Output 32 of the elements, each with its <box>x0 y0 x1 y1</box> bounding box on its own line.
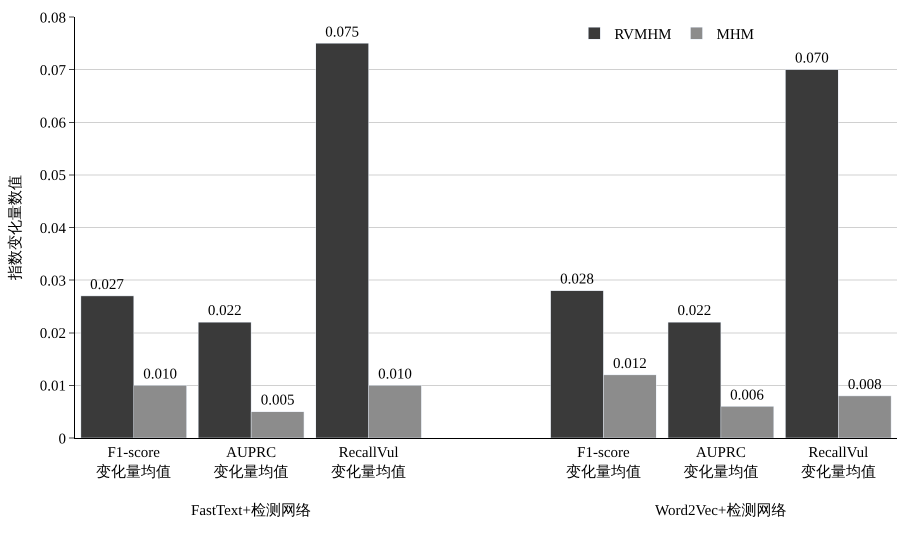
data-label: 0.022 <box>678 303 712 320</box>
y-tick-label: 0.05 <box>40 168 66 184</box>
y-tick-label: 0.03 <box>40 273 66 290</box>
data-label: 0.010 <box>143 366 178 382</box>
x-tick-label: RecallVul 变化量均值 <box>331 445 406 480</box>
x-tick-label: RecallVul 变化量均值 <box>800 445 876 480</box>
data-label: 0.022 <box>208 303 242 320</box>
data-label: 0.070 <box>794 50 829 67</box>
x-tick-label: F1-score 变化量均值 <box>566 445 641 480</box>
x-tick-label: AUPRC 变化量均值 <box>214 445 289 480</box>
data-label: 0.012 <box>612 356 647 372</box>
y-tick-label: 0.02 <box>40 326 66 342</box>
text: Word2Vec+检测网络 <box>655 502 786 519</box>
x-tick-label: F1-score 变化量均值 <box>96 445 172 480</box>
data-label: 0.006 <box>730 387 764 404</box>
legend-label: MHM <box>716 27 754 44</box>
text: FastText+检测网络 <box>191 502 311 519</box>
legend-label: RVMHM <box>614 27 672 44</box>
y-tick-label: 0.06 <box>40 116 66 132</box>
y-tick-label: 0 <box>58 431 66 448</box>
data-label: 0.010 <box>378 366 412 382</box>
y-tick-label: 0.07 <box>40 62 66 79</box>
data-label: 0.075 <box>325 24 360 40</box>
data-label: 0.005 <box>260 392 294 409</box>
data-label: 0.028 <box>560 272 594 288</box>
y-tick-label: 0.04 <box>40 220 66 237</box>
x-tick-label: AUPRC 变化量均值 <box>683 445 758 480</box>
y-axis-title: 指数变化量数值 <box>6 175 24 281</box>
data-label: 0.008 <box>848 376 882 393</box>
data-label: 0.027 <box>90 276 124 293</box>
y-tick-label: 0.08 <box>40 10 66 26</box>
y-tick-label: 0.01 <box>40 378 66 395</box>
